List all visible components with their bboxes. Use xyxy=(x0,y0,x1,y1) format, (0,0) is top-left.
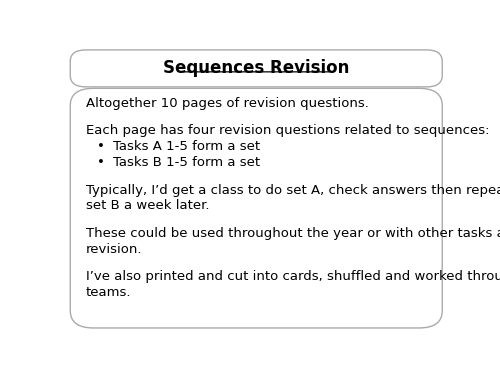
Text: revision.: revision. xyxy=(86,243,142,256)
Text: Altogether 10 pages of revision questions.: Altogether 10 pages of revision question… xyxy=(86,97,368,110)
Text: set B a week later.: set B a week later. xyxy=(86,200,209,213)
Text: Typically, I’d get a class to do set A, check answers then repeat with: Typically, I’d get a class to do set A, … xyxy=(86,184,500,196)
Text: Tasks B 1-5 form a set: Tasks B 1-5 form a set xyxy=(113,156,260,169)
Text: These could be used throughout the year or with other tasks as part of: These could be used throughout the year … xyxy=(86,227,500,240)
Text: •: • xyxy=(98,140,105,153)
FancyBboxPatch shape xyxy=(70,50,442,87)
Text: teams.: teams. xyxy=(86,286,131,299)
FancyBboxPatch shape xyxy=(70,88,442,328)
Text: Tasks A 1-5 form a set: Tasks A 1-5 form a set xyxy=(113,140,260,153)
Text: Each page has four revision questions related to sequences:: Each page has four revision questions re… xyxy=(86,124,489,137)
Text: Sequences Revision: Sequences Revision xyxy=(163,59,350,77)
Text: I’ve also printed and cut into cards, shuffled and worked through in: I’ve also printed and cut into cards, sh… xyxy=(86,270,500,283)
Text: •: • xyxy=(98,156,105,169)
